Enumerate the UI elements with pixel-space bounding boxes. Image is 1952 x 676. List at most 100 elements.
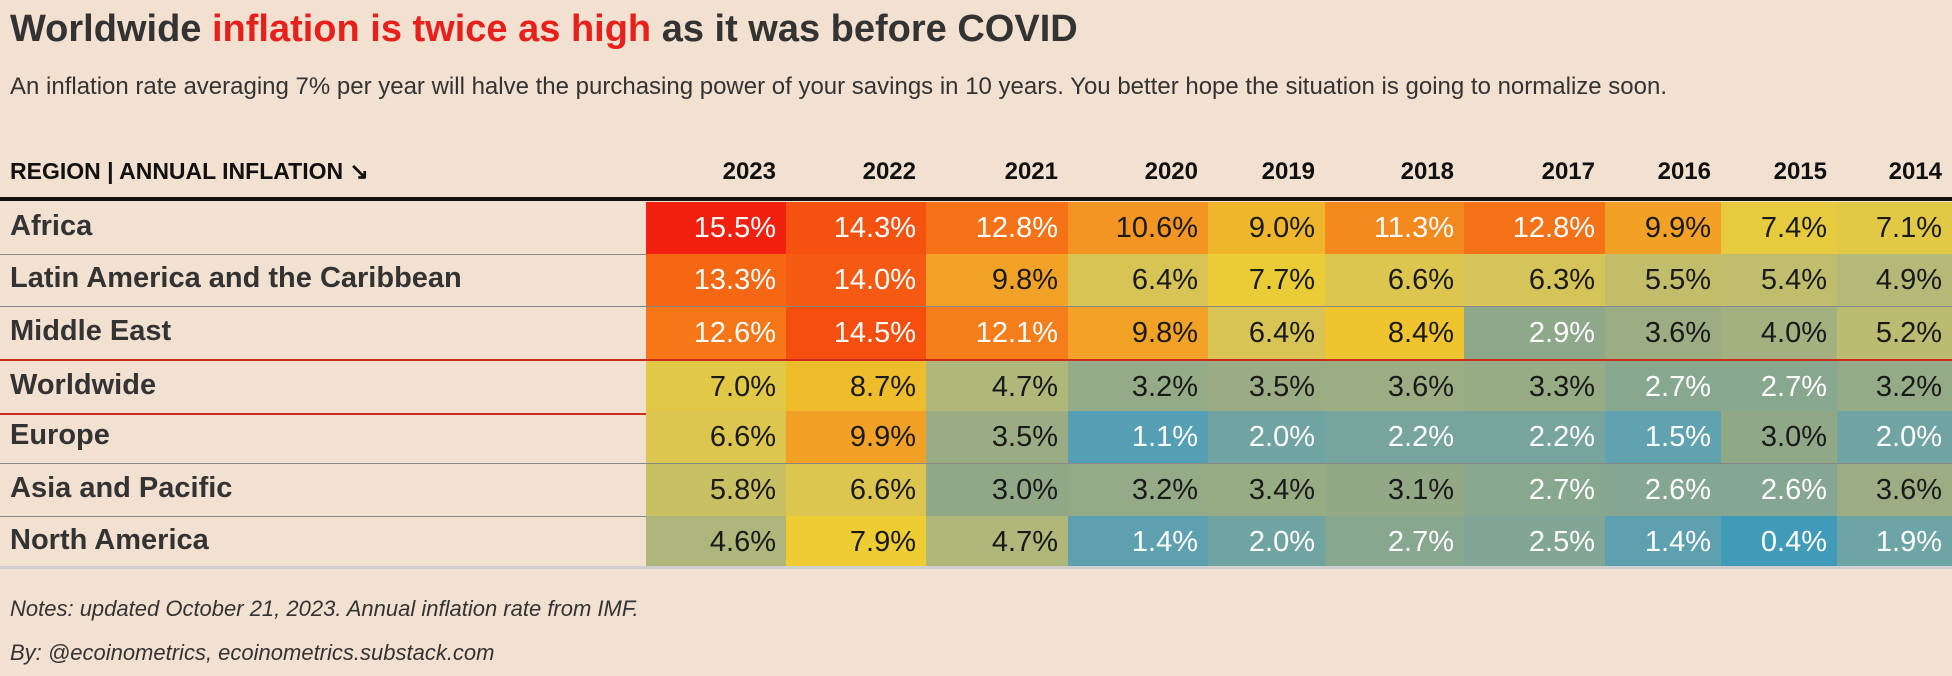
table-row: Worldwide 7.0% 8.7% 4.7% 3.2% 3.5% 3.6% 3.3% 2.7…	[0, 358, 1952, 415]
chart-title: Worldwide inflation is twice as high as …	[10, 8, 1078, 51]
year-header-2014: 2014	[1888, 158, 1942, 185]
table-bottom-rule	[0, 566, 1952, 569]
table-header: REGION | ANNUAL INFLATION ↘ 2023 2022 2021…	[0, 152, 1952, 201]
inflation-cell: 6.3%	[1464, 254, 1605, 307]
year-header-2016: 2016	[1657, 158, 1711, 185]
inflation-cell: 2.2%	[1464, 411, 1605, 464]
inflation-cell: 4.7%	[926, 360, 1068, 413]
inflation-cell: 9.8%	[1068, 306, 1208, 359]
inflation-cell: 9.9%	[786, 411, 926, 464]
inflation-cell: 7.1%	[1837, 202, 1952, 254]
inflation-cell: 12.8%	[1464, 202, 1605, 254]
inflation-cell: 6.6%	[1325, 254, 1464, 307]
inflation-cell: 14.5%	[786, 306, 926, 359]
inflation-cell: 3.2%	[1837, 360, 1952, 413]
inflation-cell: 1.5%	[1605, 411, 1721, 464]
year-header-2019: 2019	[1261, 158, 1315, 185]
inflation-cell: 7.9%	[786, 515, 926, 568]
year-header-2017: 2017	[1541, 158, 1595, 185]
inflation-cell: 1.4%	[1068, 515, 1208, 568]
inflation-cell: 8.4%	[1325, 306, 1464, 359]
table-row: Asia and Pacific 5.8% 6.6% 3.0% 3.2% 3.4% 3.1%…	[0, 463, 1952, 517]
region-column-header: REGION | ANNUAL INFLATION ↘	[10, 158, 369, 184]
table-row: Middle East 12.6% 14.5% 12.1% 9.8% 6.4% 8.4% 2.…	[0, 306, 1952, 360]
inflation-cell: 14.0%	[786, 254, 926, 307]
inflation-cell: 2.2%	[1325, 411, 1464, 464]
inflation-cell: 2.7%	[1464, 463, 1605, 516]
inflation-cell: 10.6%	[1068, 202, 1208, 254]
year-header-2021: 2021	[1004, 158, 1058, 185]
inflation-cell: 3.6%	[1837, 463, 1952, 516]
inflation-cell: 12.1%	[926, 306, 1068, 359]
table-row: Europe 6.6% 9.9% 3.5% 1.1% 2.0% 2.2% 2.2% 1.5% 3.…	[0, 411, 1952, 465]
inflation-cell: 12.6%	[646, 306, 786, 359]
inflation-cell: 1.4%	[1605, 515, 1721, 568]
inflation-cell: 5.4%	[1721, 254, 1837, 307]
inflation-cell: 3.2%	[1068, 463, 1208, 516]
year-header-2018: 2018	[1400, 158, 1454, 185]
inflation-cell: 2.5%	[1464, 515, 1605, 568]
inflation-cell: 9.8%	[926, 254, 1068, 307]
title-part-1: Worldwide	[10, 8, 212, 50]
inflation-cell: 15.5%	[646, 202, 786, 254]
region-label: North America	[10, 523, 209, 556]
inflation-cell: 13.3%	[646, 254, 786, 307]
inflation-cell: 5.2%	[1837, 306, 1952, 359]
inflation-cell: 4.7%	[926, 515, 1068, 568]
inflation-cell: 3.4%	[1208, 463, 1325, 516]
inflation-cell: 12.8%	[926, 202, 1068, 254]
inflation-cell: 4.0%	[1721, 306, 1837, 359]
inflation-cell: 2.0%	[1208, 515, 1325, 568]
inflation-cell: 2.0%	[1837, 411, 1952, 464]
inflation-cell: 2.9%	[1464, 306, 1605, 359]
inflation-cell: 6.4%	[1068, 254, 1208, 307]
inflation-cell: 6.6%	[786, 463, 926, 516]
inflation-cell: 3.0%	[1721, 411, 1837, 464]
inflation-cell: 4.9%	[1837, 254, 1952, 307]
byline-text: By: @ecoinometrics, ecoinometrics.substa…	[10, 640, 495, 665]
region-label: Worldwide	[10, 368, 157, 401]
year-header-2015: 2015	[1773, 158, 1827, 185]
table-row: Africa 15.5% 14.3% 12.8% 10.6% 9.0% 11.3% 12.8%…	[0, 202, 1952, 255]
title-highlight: inflation is twice as high	[211, 8, 652, 50]
notes-text: Notes: updated October 21, 2023. Annual …	[10, 596, 639, 621]
inflation-cell: 3.5%	[926, 411, 1068, 464]
inflation-cell: 6.4%	[1208, 306, 1325, 359]
inflation-cell: 3.1%	[1325, 463, 1464, 516]
inflation-cell: 3.6%	[1605, 306, 1721, 359]
inflation-cell: 11.3%	[1325, 202, 1464, 254]
year-header-2023: 2023	[722, 158, 776, 185]
region-label: Africa	[10, 210, 93, 242]
inflation-cell: 2.7%	[1721, 360, 1837, 413]
inflation-cell: 5.5%	[1605, 254, 1721, 307]
inflation-cell: 7.7%	[1208, 254, 1325, 307]
inflation-cell: 7.4%	[1721, 202, 1837, 254]
region-label: Europe	[10, 419, 110, 452]
region-label: Latin America and the Caribbean	[10, 262, 462, 295]
inflation-cell: 2.6%	[1605, 463, 1721, 516]
inflation-cell: 9.0%	[1208, 202, 1325, 254]
inflation-cell: 1.9%	[1837, 515, 1952, 568]
inflation-cell: 0.4%	[1721, 515, 1837, 568]
region-label: Middle East	[10, 314, 172, 347]
inflation-cell: 2.6%	[1721, 463, 1837, 516]
table-row: Latin America and the Caribbean 13.3% 14.0…	[0, 254, 1952, 308]
inflation-cell: 3.3%	[1464, 360, 1605, 413]
table-row: North America 4.6% 7.9% 4.7% 1.4% 2.0% 2.7% 2.5…	[0, 515, 1952, 569]
year-header-2020: 2020	[1144, 158, 1198, 185]
inflation-cell: 3.2%	[1068, 360, 1208, 413]
inflation-cell: 6.6%	[646, 411, 786, 464]
title-part-2: as it was before COVID	[651, 8, 1078, 50]
inflation-cell: 4.6%	[646, 515, 786, 568]
inflation-cell: 9.9%	[1605, 202, 1721, 254]
region-label: Asia and Pacific	[10, 471, 233, 504]
inflation-cell: 14.3%	[786, 202, 926, 254]
inflation-cell: 3.0%	[926, 463, 1068, 516]
year-header-2022: 2022	[862, 158, 916, 185]
inflation-cell: 8.7%	[786, 360, 926, 413]
inflation-cell: 3.6%	[1325, 360, 1464, 413]
inflation-cell: 7.0%	[646, 360, 786, 413]
inflation-cell: 2.7%	[1325, 515, 1464, 568]
inflation-cell: 5.8%	[646, 463, 786, 516]
inflation-cell: 3.5%	[1208, 360, 1325, 413]
